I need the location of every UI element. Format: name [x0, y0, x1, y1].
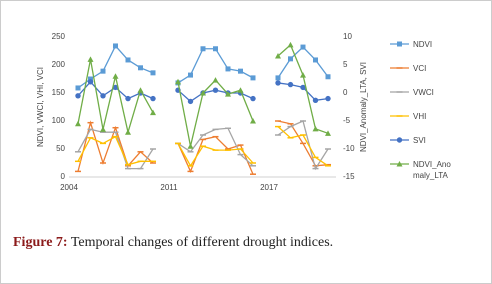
marker — [87, 79, 94, 85]
legend-swatch — [390, 115, 409, 117]
marker — [287, 81, 294, 88]
marker — [225, 66, 231, 72]
marker — [237, 87, 244, 93]
y2-tick-label: -15 — [343, 172, 355, 181]
marker — [113, 43, 118, 49]
y-tick-label: 50 — [56, 144, 65, 153]
marker — [200, 90, 206, 96]
marker — [313, 57, 318, 63]
marker — [325, 95, 331, 102]
marker — [275, 53, 281, 59]
legend-swatch — [390, 67, 409, 69]
marker — [312, 97, 319, 103]
marker — [238, 68, 243, 74]
x-tick-label: 2011 — [160, 183, 178, 192]
marker — [88, 76, 93, 82]
legend-swatch — [390, 137, 409, 143]
marker — [125, 95, 131, 102]
marker — [138, 65, 143, 71]
marker — [200, 46, 206, 52]
x-tick-label: 2017 — [260, 183, 278, 192]
chart: NDVI, VWCI, VHI, VCI NDVI_Anomaly_LTA, S… — [36, 32, 368, 192]
marker — [397, 41, 402, 47]
marker — [312, 125, 319, 132]
legend-item: VWCI — [389, 87, 489, 98]
marker — [112, 73, 119, 79]
y2-tick-label: 5 — [343, 60, 348, 69]
marker — [137, 87, 144, 93]
marker — [100, 93, 106, 99]
y-tick-label: 150 — [52, 88, 66, 97]
marker — [150, 70, 156, 76]
legend-label: NDVI — [413, 40, 433, 49]
marker — [300, 44, 306, 50]
legend-label: VWCI — [413, 88, 434, 97]
marker — [275, 80, 281, 86]
y-tick-label: 250 — [52, 32, 66, 41]
caption-label: Figure 7: — [13, 235, 68, 250]
marker — [396, 161, 403, 167]
marker — [125, 129, 131, 135]
legend-swatch — [390, 161, 409, 167]
y2-tick-label: 10 — [343, 32, 352, 41]
legend-swatch — [390, 41, 409, 47]
marker — [225, 91, 231, 97]
legend: NDVI VCI VWCI VHI SVI NDVI_Anomaly_LTA — [389, 39, 489, 194]
y-axis-title: NDVI, VWCI, VHI, VCI — [36, 67, 45, 147]
series-line — [77, 120, 329, 175]
marker — [75, 85, 81, 91]
marker — [300, 72, 306, 78]
marker — [100, 68, 106, 74]
y-tick-label: 200 — [52, 60, 66, 69]
marker — [112, 84, 119, 91]
marker — [175, 78, 181, 85]
marker — [288, 56, 293, 62]
legend-item: VCI — [389, 63, 489, 74]
legend-swatch — [390, 91, 409, 93]
legend-item: VHI — [389, 111, 489, 122]
y2-tick-label: -5 — [343, 116, 351, 125]
marker — [100, 126, 106, 132]
legend-label: SVI — [413, 136, 426, 145]
marker — [325, 130, 331, 136]
marker — [150, 95, 156, 102]
marker — [250, 118, 256, 124]
y-tick-label: 0 — [61, 172, 66, 181]
marker — [275, 75, 281, 81]
marker — [125, 57, 131, 63]
marker — [75, 120, 81, 127]
marker — [75, 93, 81, 99]
marker — [287, 41, 294, 48]
marker — [150, 109, 156, 116]
marker — [187, 98, 194, 105]
legend-label: VCI — [413, 64, 427, 73]
caption-text: Temporal changes of different drought in… — [70, 235, 334, 250]
y2-tick-label: -10 — [343, 144, 355, 153]
caption: Figure 7: Temporal changes of different … — [13, 235, 333, 251]
marker — [396, 137, 403, 143]
marker — [212, 87, 219, 93]
series-line — [77, 44, 329, 89]
legend-item: NDVI — [389, 39, 489, 50]
marker — [325, 74, 331, 80]
marker — [188, 72, 193, 78]
marker — [87, 56, 94, 62]
marker — [213, 46, 218, 52]
y2-axis-title: NDVI_Anomaly_LTA, SVI — [359, 62, 368, 152]
y2-tick-label: 0 — [343, 88, 348, 97]
marker — [300, 84, 306, 91]
marker — [250, 95, 256, 102]
legend-item: NDVI_Anomaly_LTA — [389, 159, 489, 181]
legend-label: VHI — [413, 112, 427, 121]
legend-item: SVI — [389, 135, 489, 146]
marker — [212, 77, 219, 83]
x-tick-label: 2004 — [60, 183, 78, 192]
y-tick-label: 100 — [52, 116, 66, 125]
marker — [250, 75, 256, 81]
marker — [187, 143, 194, 149]
legend-label: NDVI_Anomaly_LTA — [413, 160, 451, 180]
